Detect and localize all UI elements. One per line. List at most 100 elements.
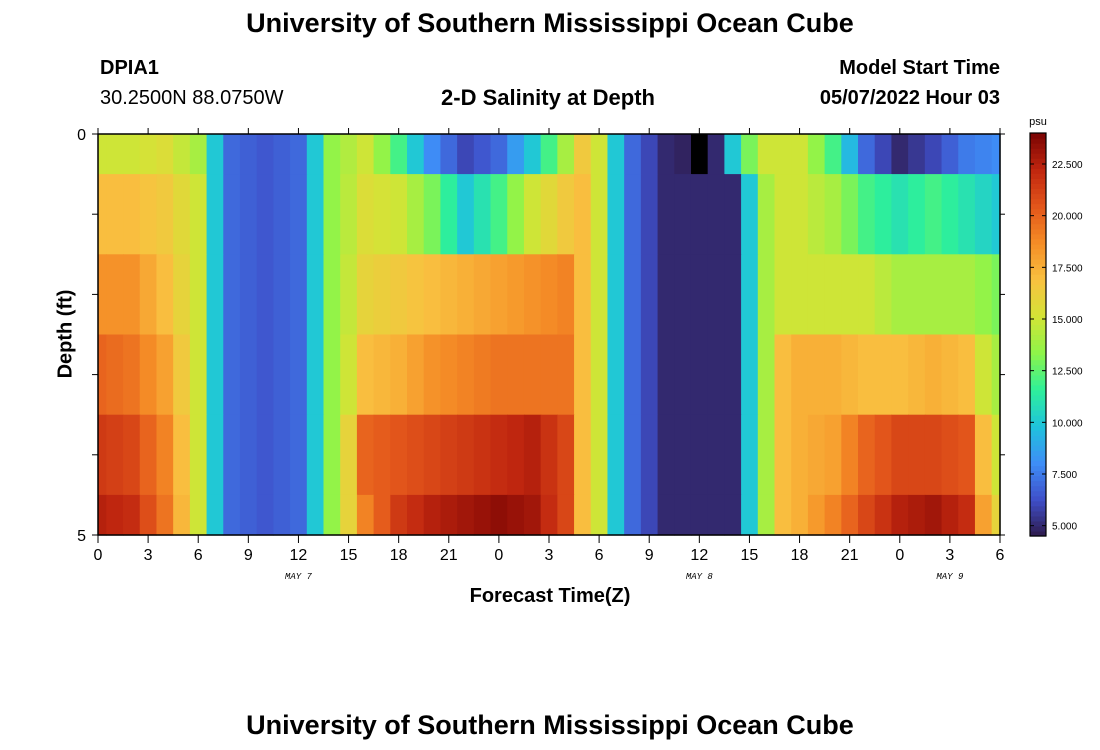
- heatmap-cell: [290, 134, 308, 175]
- heatmap-cell: [123, 494, 141, 536]
- heatmap-cell: [98, 254, 107, 336]
- x-tick-label: 3: [945, 547, 954, 564]
- colorbar-segment: [1030, 148, 1046, 154]
- heatmap-cell: [473, 254, 492, 336]
- heatmap-cell: [791, 334, 809, 416]
- heatmap-cell: [724, 254, 742, 336]
- heatmap-cell: [774, 174, 792, 255]
- heatmap-cell: [523, 414, 542, 496]
- heatmap-cell: [590, 134, 609, 175]
- heatmap-cell: [724, 494, 742, 536]
- heatmap-cell: [590, 494, 609, 536]
- heatmap-cell: [340, 414, 358, 496]
- heatmap-cell: [256, 414, 274, 496]
- x-tick-label: 18: [390, 547, 408, 564]
- heatmap-cell: [390, 254, 408, 336]
- heatmap-cell: [540, 134, 558, 175]
- heatmap-cell: [807, 494, 826, 536]
- heatmap-cell: [991, 414, 1001, 496]
- heatmap-cell: [774, 134, 792, 175]
- heatmap-cell: [523, 494, 542, 536]
- heatmap-cell: [624, 254, 642, 336]
- heatmap-cell: [323, 494, 341, 536]
- colorbar-segment: [1030, 399, 1046, 406]
- model-start-label: Model Start Time: [839, 57, 1000, 79]
- heatmap-cell: [423, 494, 442, 536]
- heatmap-cell: [306, 494, 325, 536]
- heatmap-cell: [724, 174, 742, 255]
- heatmap-cell: [423, 414, 442, 496]
- heatmap-cell: [440, 174, 458, 255]
- heatmap-cell: [407, 254, 425, 336]
- heatmap-cell: [523, 134, 542, 175]
- heatmap-cell: [423, 334, 442, 416]
- heatmap-cell: [640, 334, 659, 416]
- heatmap-cell: [440, 494, 458, 536]
- heatmap-cell: [607, 494, 625, 536]
- heatmap-cell: [473, 494, 492, 536]
- colorbar-segment: [1030, 198, 1046, 205]
- heatmap-cell: [540, 494, 558, 536]
- colorbar-segment: [1030, 289, 1046, 295]
- heatmap-cell: [741, 414, 759, 496]
- colorbar-segment: [1030, 344, 1046, 351]
- heatmap-cell: [640, 494, 659, 536]
- x-tick-label: 6: [996, 547, 1005, 564]
- heatmap-cell: [690, 134, 709, 175]
- colorbar-segment: [1030, 143, 1046, 149]
- heatmap-cell: [390, 334, 408, 416]
- heatmap-cell: [707, 134, 725, 175]
- heatmap-cell: [941, 134, 959, 175]
- colorbar-segment: [1030, 349, 1046, 356]
- heatmap-cell: [139, 414, 158, 496]
- heatmap-cell: [407, 494, 425, 536]
- colorbar-segment: [1030, 515, 1046, 522]
- heatmap-cell: [991, 334, 1001, 416]
- colorbar-segment: [1030, 455, 1046, 462]
- heatmap-cell: [924, 174, 943, 255]
- heatmap-cell: [206, 134, 224, 175]
- heatmap-cell: [674, 414, 692, 496]
- heatmap-cell: [106, 254, 124, 336]
- heatmap-cell: [991, 134, 1001, 175]
- heatmap-cell: [139, 134, 158, 175]
- heatmap-cell: [874, 174, 893, 255]
- heatmap-cell: [457, 174, 475, 255]
- heatmap-cell: [607, 414, 625, 496]
- heatmap-cell: [340, 494, 358, 536]
- heatmap-cell: [924, 254, 943, 336]
- heatmap-cell: [757, 134, 776, 175]
- heatmap-cell: [423, 134, 442, 175]
- heatmap-cell: [574, 494, 592, 536]
- heatmap-cell: [674, 334, 692, 416]
- heatmap-cell: [156, 494, 174, 536]
- heatmap-cell: [407, 134, 425, 175]
- colorbar-segment: [1030, 405, 1046, 411]
- heatmap-cell: [640, 134, 659, 175]
- heatmap-cell: [239, 134, 258, 175]
- heatmap-cell: [724, 134, 742, 175]
- heatmap-cell: [373, 414, 391, 496]
- colorbar-tick-label: 22.500: [1052, 160, 1083, 171]
- station-coords: 30.2500N 88.0750W: [100, 87, 284, 109]
- heatmap-cell: [858, 414, 876, 496]
- heatmap-cell: [373, 254, 391, 336]
- heatmap-cell: [991, 494, 1001, 536]
- heatmap-cell: [807, 134, 826, 175]
- heatmap-cell: [473, 414, 492, 496]
- heatmap-cell: [390, 174, 408, 255]
- heatmap-cell: [974, 334, 993, 416]
- heatmap-cell: [407, 334, 425, 416]
- heatmap-cell: [841, 254, 859, 336]
- heatmap-cell: [206, 334, 224, 416]
- colorbar-segment: [1030, 525, 1046, 532]
- heatmap-cell: [223, 334, 241, 416]
- colorbar-segment: [1030, 263, 1046, 270]
- colorbar-segment: [1030, 228, 1046, 235]
- heatmap-cell: [156, 334, 174, 416]
- heatmap-cell: [607, 334, 625, 416]
- heatmap-cell: [924, 414, 943, 496]
- heatmap-cell: [290, 494, 308, 536]
- heatmap-cell: [473, 134, 492, 175]
- heatmap-cell: [98, 334, 107, 416]
